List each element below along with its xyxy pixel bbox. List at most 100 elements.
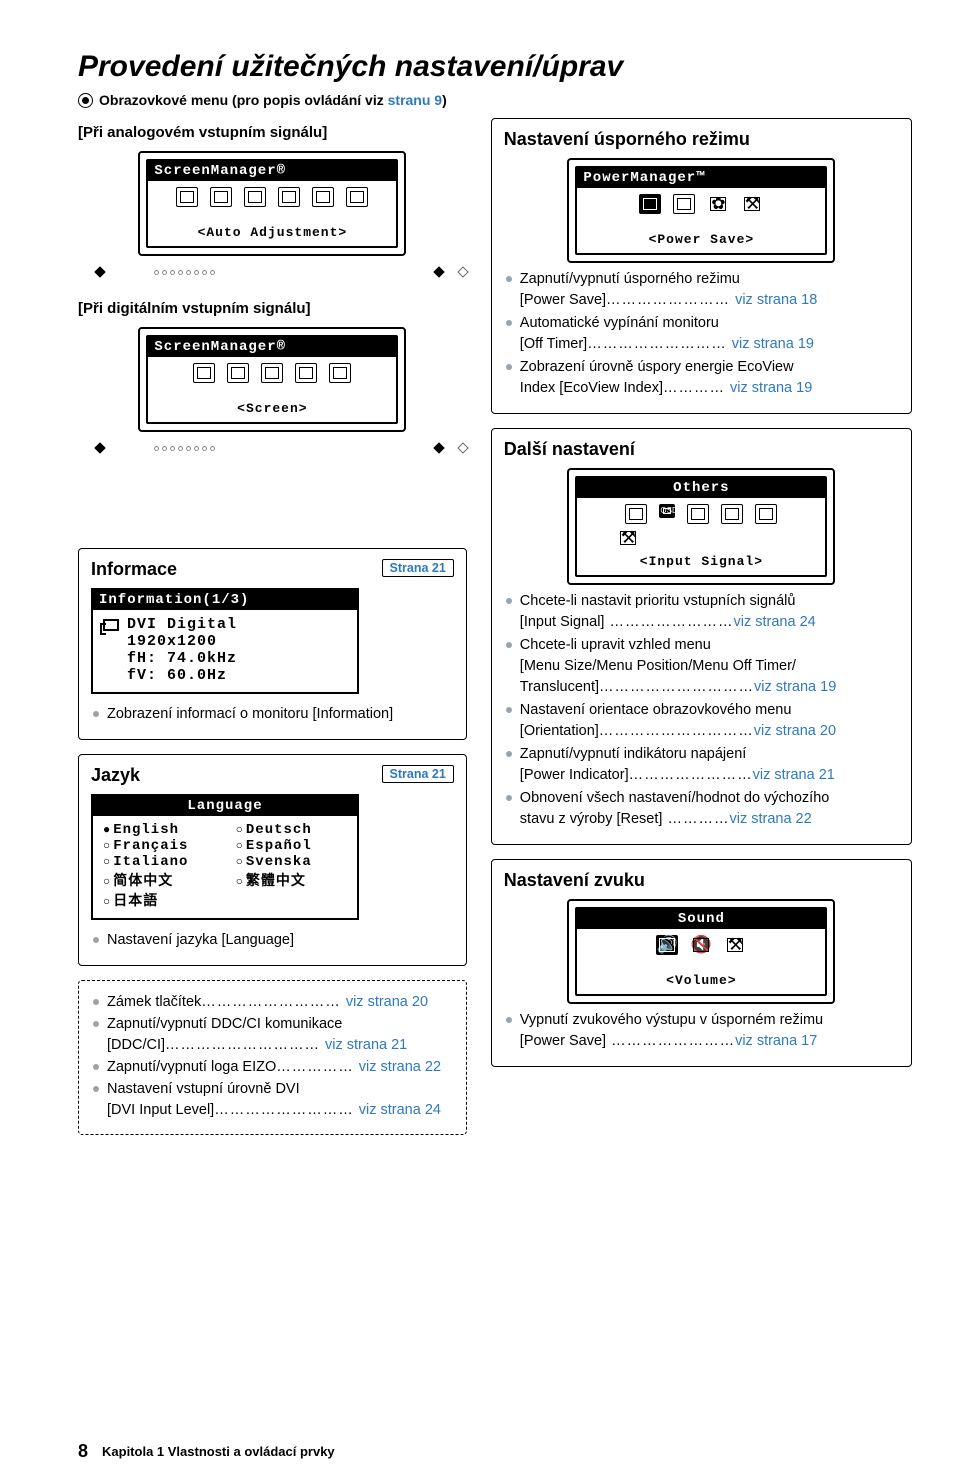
list-item: Chcete-li upravit vzhled menu [Menu Size… (506, 635, 899, 698)
page-link[interactable]: viz strana 19 (730, 380, 812, 396)
list-item: Nastavení jazyka [Language] (93, 930, 454, 951)
scr-header: Language (93, 796, 357, 816)
list-item: Automatické vypínání monitoru [Off Timer… (506, 313, 899, 355)
info-box: Strana 21 Informace Information(1/3) DVI… (78, 548, 467, 740)
osd-note-suffix: ) (442, 92, 447, 108)
scr-caption: <Screen> (148, 399, 396, 422)
menu-icon (346, 187, 368, 207)
nav-diamonds (78, 438, 467, 454)
extra-list: Zámek tlačítek……………………… viz strana 20 Za… (91, 992, 454, 1121)
scr-header: PowerManager™ (577, 168, 825, 188)
menu-icon (261, 363, 283, 383)
page-link[interactable]: viz strana 17 (735, 1033, 817, 1049)
others-list: Chcete-li nastavit prioritu vstupních si… (504, 591, 899, 830)
scr-header: ScreenManager® (148, 337, 396, 357)
page-title: Provedení užitečných nastavení/úprav (78, 50, 912, 84)
scr-header: ScreenManager® (148, 161, 396, 181)
digital-heading: [Při digitálním vstupním signálu] (78, 300, 467, 317)
menu-icon (312, 187, 334, 207)
list-item: Zapnutí/vypnutí DDC/CI komunikace [DDC/C… (93, 1014, 454, 1056)
icon-row: ✿ ⚒ (585, 194, 817, 214)
strana-badge[interactable]: Strana 21 (382, 765, 454, 783)
list-item: Zobrazení úrovně úspory energie EcoView … (506, 357, 899, 399)
lang-opt[interactable]: Svenska (236, 854, 347, 870)
lang-opt[interactable]: Français (103, 838, 224, 854)
strana-badge[interactable]: Strana 21 (382, 559, 454, 577)
scr-caption: <Input Signal> (577, 552, 825, 575)
screen-digital: ScreenManager® <Screen> (138, 327, 406, 432)
menu-icon (329, 363, 351, 383)
page-link[interactable]: viz strana 19 (732, 336, 814, 352)
osd-note-link[interactable]: stranu 9 (388, 92, 442, 108)
menu-icon (227, 363, 249, 383)
lang-opt[interactable]: Deutsch (236, 822, 347, 838)
others-screen: Others OSD ⚒ (567, 468, 835, 585)
lang-opt[interactable]: 繁體中文 (236, 870, 347, 890)
screen-analog: ScreenManager® <Auto Adjustment> (138, 151, 406, 256)
scr-header: Information(1/3) (93, 590, 357, 610)
menu-icon (673, 194, 695, 214)
page-link[interactable]: viz strana 24 (733, 614, 815, 630)
page-link[interactable]: viz strana 20 (346, 994, 428, 1010)
menu-icon (210, 187, 232, 207)
page-link[interactable]: viz strana 24 (359, 1102, 441, 1118)
info-line: fV: 60.0Hz (103, 667, 347, 684)
others-box: Další nastavení Others OSD (491, 428, 912, 845)
box-title: Nastavení zvuku (504, 870, 899, 891)
list-item: Zámek tlačítek……………………… viz strana 20 (93, 992, 454, 1013)
power-screen: PowerManager™ ✿ ⚒ <Power Save> (567, 158, 835, 263)
menu-icon (625, 504, 647, 524)
footer: 8 Kapitola 1 Vlastnosti a ovládací prvky (78, 1441, 335, 1462)
list-item: Obnovení všech nastavení/hodnot do výcho… (506, 788, 899, 830)
lang-opt[interactable]: Español (236, 838, 347, 854)
scr-header: Others (577, 478, 825, 498)
info-screen: Information(1/3) DVI Digital 1920x1200 f… (91, 588, 359, 694)
box-title: Nastavení úsporného režimu (504, 129, 899, 150)
list-item: Nastavení orientace obrazovkového menu [… (506, 700, 899, 742)
mute-icon: 🔇 (690, 935, 712, 955)
list-item: Vypnutí zvukového výstupu v úsporném rež… (506, 1010, 899, 1052)
list-item: Zapnutí/vypnutí úsporného režimu [Power … (506, 269, 899, 311)
nav-diamonds (78, 262, 467, 278)
leaf-icon: ✿ (707, 194, 729, 214)
menu-icon (193, 363, 215, 383)
page-link[interactable]: viz strana 22 (359, 1059, 441, 1075)
page-link[interactable]: viz strana 22 (729, 811, 811, 827)
tool-icon: ⚒ (741, 194, 763, 214)
lang-grid: English Deutsch Français Español Italian… (103, 822, 347, 910)
page-link[interactable]: viz strana 21 (325, 1037, 407, 1053)
page-link[interactable]: viz strana 19 (754, 679, 836, 695)
osd-note: Obrazovkové menu (pro popis ovládání viz… (78, 92, 912, 108)
icon-row: OSD (585, 504, 817, 524)
menu-icon (755, 504, 777, 524)
list-item: Zapnutí/vypnutí indikátoru napájení [Pow… (506, 744, 899, 786)
icon-row: ⚒ (585, 528, 817, 548)
page-link[interactable]: viz strana 18 (735, 292, 817, 308)
menu-icon (244, 187, 266, 207)
lang-opt[interactable]: 日本語 (103, 890, 224, 910)
box-title: Další nastavení (504, 439, 899, 460)
lang-opt[interactable]: 简体中文 (103, 870, 224, 890)
lang-screen: Language English Deutsch Français Españo… (91, 794, 359, 920)
tool-icon: ⚒ (617, 528, 639, 548)
page-link[interactable]: viz strana 20 (754, 723, 836, 739)
tool-icon: ⚒ (724, 935, 746, 955)
lang-box: Strana 21 Jazyk Language English Deutsch… (78, 754, 467, 966)
lang-opt[interactable]: English (103, 822, 224, 838)
menu-icon (721, 504, 743, 524)
list-item: Zapnutí/vypnutí loga EIZO…………… viz stran… (93, 1057, 454, 1078)
volume-icon: 🔊 (656, 935, 678, 955)
page-link[interactable]: viz strana 21 (753, 767, 835, 783)
list-item: Zobrazení informací o monitoru [Informat… (93, 704, 454, 725)
icon-row: 🔊 🔇 ⚒ (585, 935, 817, 955)
info-line: DVI Digital (127, 616, 237, 633)
list-item: Chcete-li nastavit prioritu vstupních si… (506, 591, 899, 633)
sound-list: Vypnutí zvukového výstupu v úsporném rež… (504, 1010, 899, 1052)
info-line: fH: 74.0kHz (103, 650, 347, 667)
lang-opt[interactable]: Italiano (103, 854, 224, 870)
analog-heading: [Při analogovém vstupním signálu] (78, 124, 467, 141)
scr-caption: <Power Save> (577, 230, 825, 253)
osd-note-prefix: Obrazovkové menu (pro popis ovládání viz (99, 92, 388, 108)
power-list: Zapnutí/vypnutí úsporného režimu [Power … (504, 269, 899, 399)
page-number: 8 (78, 1441, 88, 1462)
